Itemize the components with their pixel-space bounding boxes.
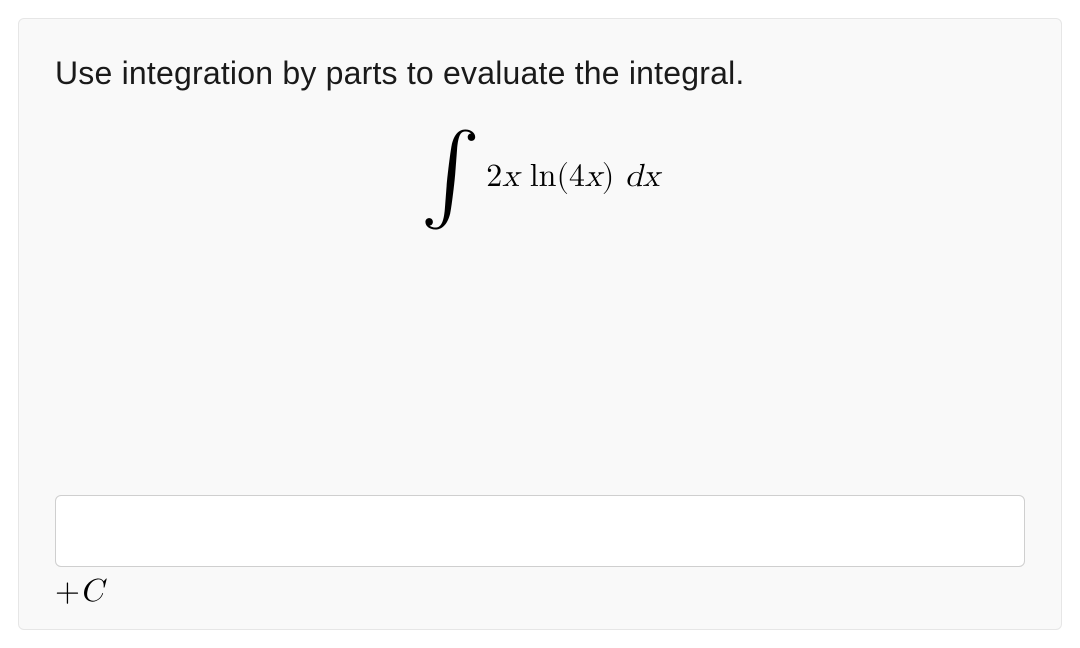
answer-input[interactable] (55, 495, 1025, 567)
var-x-inner: x (585, 161, 602, 193)
integral-sign-icon: ∫ (420, 130, 480, 220)
ln-open: ln(4 (519, 161, 585, 193)
integral-expression: ∫ 2x ln(4x) dx (420, 132, 659, 222)
var-x: x (502, 161, 519, 193)
question-card: Use integration by parts to evaluate the… (18, 18, 1062, 630)
integrand: 2x ln(4x) dx (486, 158, 659, 196)
question-prompt: Use integration by parts to evaluate the… (55, 55, 1025, 92)
answer-row (55, 495, 1025, 567)
differential-x: x (643, 161, 660, 193)
constant-c: C (80, 576, 103, 608)
ln-close: ) (602, 161, 625, 193)
plus-c-label: +C (55, 573, 103, 611)
coeff: 2 (486, 161, 502, 193)
plus-sign: + (55, 576, 80, 608)
math-expression: ∫ 2x ln(4x) dx (55, 132, 1025, 222)
differential-d: d (625, 161, 643, 193)
